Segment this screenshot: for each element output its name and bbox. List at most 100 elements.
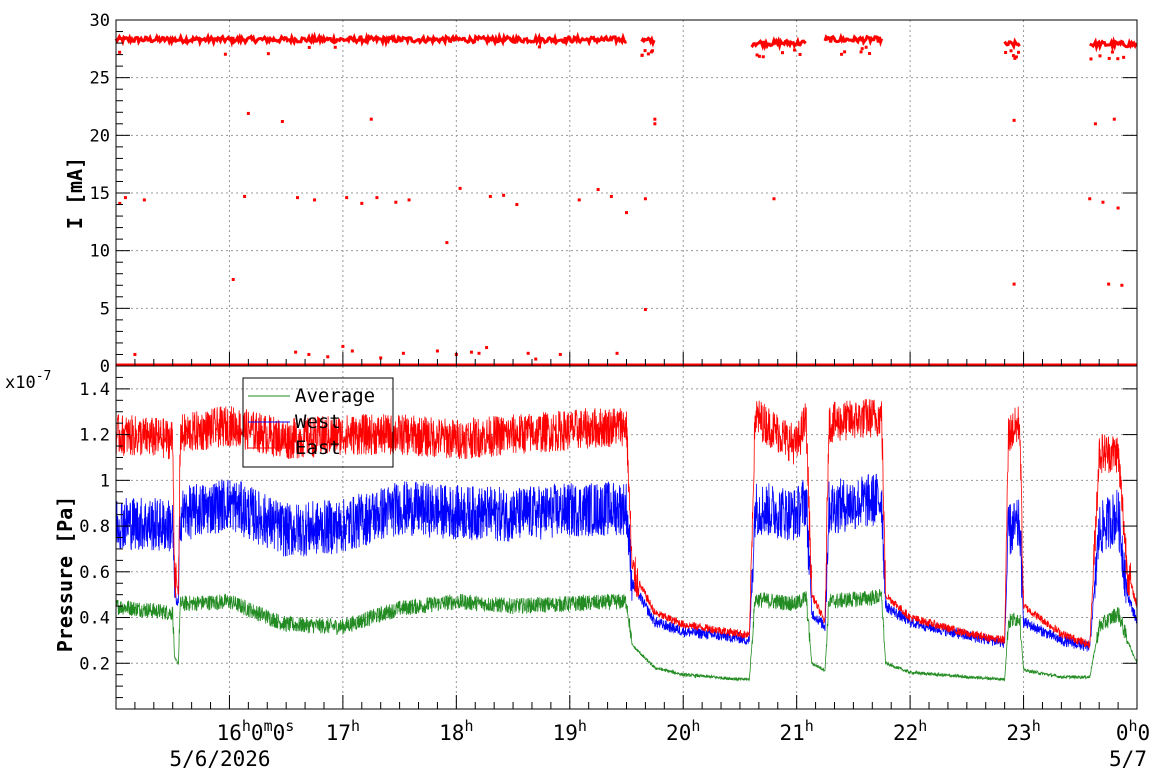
pressure-y-tick-label: 1.4 — [79, 380, 110, 400]
current-point — [625, 211, 628, 215]
current-ticks: 0 5 10 15 20 25 30 — [90, 11, 1138, 377]
current-point — [307, 45, 311, 49]
current-point — [1098, 54, 1102, 58]
current-point — [649, 50, 653, 54]
current-point — [118, 50, 122, 54]
current-point — [379, 356, 383, 360]
current-point — [477, 351, 481, 355]
current-point — [1093, 122, 1097, 126]
current-beam-segment — [823, 32, 884, 48]
current-point — [643, 49, 647, 53]
time-tick-label: 17h — [326, 717, 360, 745]
current-point — [515, 203, 519, 207]
current-point — [534, 357, 538, 361]
current-panel: 0 5 10 15 20 25 30 I [mA] — [63, 11, 1138, 377]
current-point — [1107, 56, 1111, 60]
current-beam-segment — [1003, 37, 1021, 51]
legend: Average West East — [242, 377, 394, 468]
current-point — [1017, 50, 1021, 54]
current-y-tick-label: 30 — [90, 11, 110, 31]
current-point — [781, 51, 785, 55]
current-point — [798, 52, 802, 56]
current-point — [1014, 55, 1018, 59]
current-point — [485, 346, 489, 350]
current-point — [640, 53, 644, 57]
current-point — [488, 194, 492, 198]
current-point — [375, 196, 379, 200]
current-y-tick-label: 5 — [100, 299, 110, 319]
current-point — [1088, 197, 1092, 201]
current-point — [859, 50, 863, 54]
current-point — [458, 186, 462, 190]
pressure-panel: 0.20.40.60.811.21.4 Pressure [Pa] x10-7 … — [5, 365, 1138, 710]
current-y-tick-label: 0 — [100, 357, 110, 377]
current-point — [577, 198, 581, 202]
time-axis: 16h0m0s 17h 18h 19h 20h 21h 22h 23h 0h0 — [217, 717, 1151, 745]
time-tick-label: 20h — [666, 717, 700, 745]
current-point — [609, 194, 613, 198]
current-point — [596, 188, 600, 192]
current-point — [646, 52, 650, 56]
current-point — [313, 198, 317, 202]
current-point — [350, 349, 354, 353]
current-point — [653, 117, 657, 121]
current-y-tick-label: 20 — [90, 126, 110, 146]
pressure-y-axis-title: Pressure [Pa] — [53, 496, 77, 653]
current-point — [280, 119, 284, 123]
date-label-left: 5/6/2026 — [169, 747, 270, 771]
pressure-y-tick-label: 0.6 — [79, 563, 110, 583]
current-point — [793, 48, 797, 52]
current-point — [333, 45, 337, 49]
current-point — [843, 50, 847, 54]
current-point — [860, 47, 864, 51]
pressure-exponent-label: x10-7 — [5, 369, 51, 393]
current-point — [360, 201, 364, 205]
current-point — [445, 241, 449, 245]
legend-box — [242, 377, 394, 468]
date-label-right: 5/7 — [1109, 747, 1147, 771]
current-point — [772, 197, 776, 201]
time-tick-label: 23h — [1006, 717, 1040, 745]
current-point — [761, 55, 765, 59]
current-point — [1122, 55, 1126, 59]
pressure-y-tick-label: 1.2 — [79, 426, 110, 446]
time-tick-label: 22h — [893, 717, 927, 745]
current-point — [755, 53, 759, 57]
current-y-tick-label: 10 — [90, 242, 110, 262]
current-point — [1101, 200, 1105, 204]
current-point — [231, 278, 235, 281]
current-point — [1116, 206, 1120, 210]
current-point — [435, 349, 439, 353]
current-point — [407, 198, 411, 202]
current-y-tick-label: 25 — [90, 69, 110, 89]
time-tick-label: 16h0m0s — [217, 717, 295, 745]
current-point — [266, 52, 270, 56]
current-point — [296, 196, 300, 200]
current-point — [123, 196, 127, 200]
current-beam-segment — [114, 31, 628, 49]
pressure-series-average — [115, 588, 1138, 682]
current-point — [469, 350, 473, 354]
current-point — [1013, 56, 1017, 60]
current-point — [643, 307, 647, 311]
current-point — [223, 52, 227, 56]
pressure-y-tick-label: 0.2 — [79, 654, 110, 674]
current-point — [326, 355, 330, 359]
current-point — [118, 201, 122, 205]
current-point — [840, 52, 844, 56]
time-tick-label: 19h — [553, 717, 587, 745]
current-point — [1011, 54, 1015, 58]
time-tick-label: 0h0 — [1116, 717, 1150, 745]
current-point — [864, 45, 868, 49]
current-point — [142, 198, 146, 202]
current-point — [757, 54, 761, 58]
current-point — [1012, 118, 1016, 122]
time-tick-label: 18h — [439, 717, 473, 745]
current-point — [1012, 282, 1016, 286]
current-point — [341, 344, 345, 348]
current-point — [307, 352, 311, 356]
time-tick-label: 21h — [780, 717, 814, 745]
current-point — [653, 122, 657, 126]
current-point — [1112, 117, 1116, 121]
current-point — [401, 351, 405, 355]
